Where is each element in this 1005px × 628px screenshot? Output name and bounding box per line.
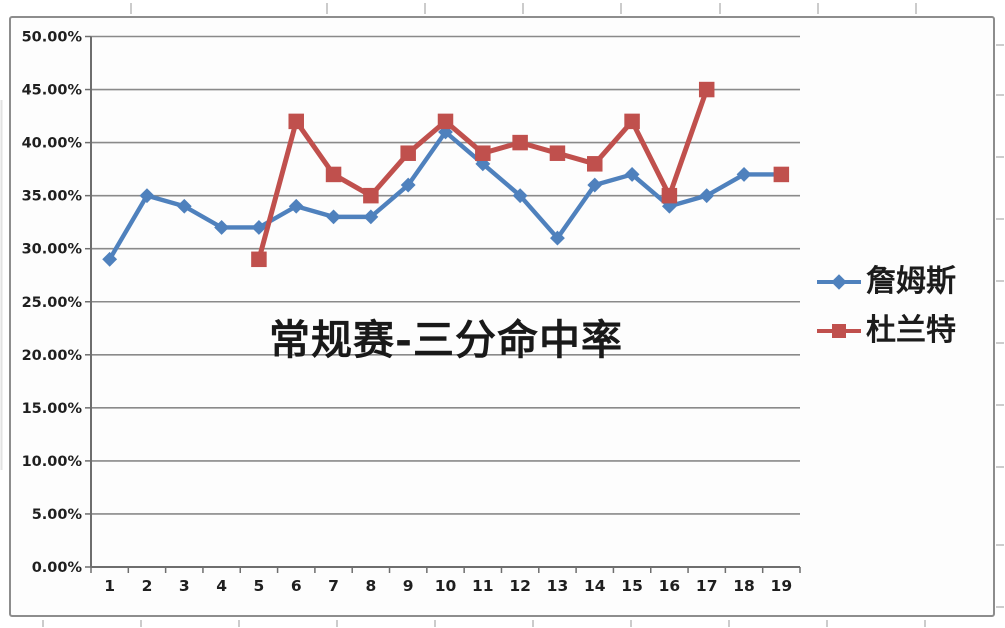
legend-label-james: 詹姆斯	[866, 264, 956, 299]
legend-label-durant: 杜兰特	[866, 313, 956, 348]
legend-item-james[interactable]: 詹姆斯	[816, 265, 956, 298]
chart-title: 常规赛-三分命中率	[268, 316, 624, 364]
james-series-marker-icon	[816, 271, 862, 293]
durant-series-marker-icon	[816, 320, 862, 342]
legend: 詹姆斯 杜兰特	[816, 265, 956, 347]
legend-item-durant[interactable]: 杜兰特	[816, 314, 956, 347]
